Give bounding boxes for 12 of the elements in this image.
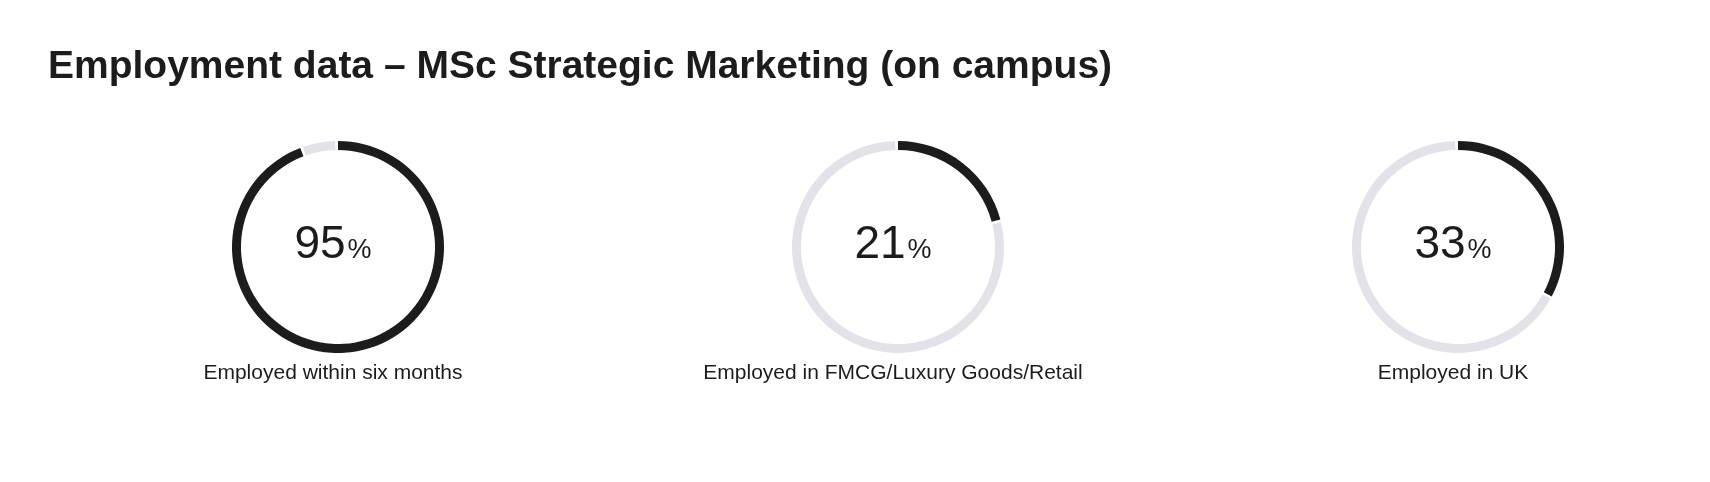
donut-slice: [792, 141, 1004, 353]
text: 21%: [854, 216, 932, 268]
text: 95%: [294, 216, 372, 268]
text: Employment data – MSc Strategic Marketing (on campus): [48, 43, 1113, 87]
donut-slice: [302, 141, 336, 156]
donut-slice: [1352, 141, 1551, 353]
donut-slice: [898, 141, 1001, 222]
text: Employed within six months: [203, 360, 463, 383]
donut-slice: [232, 141, 444, 353]
text: Employed in FMCG/Luxury Goods/Retail: [703, 360, 1083, 383]
text: Employed in UK: [1377, 360, 1529, 383]
text: 33%: [1414, 216, 1492, 268]
